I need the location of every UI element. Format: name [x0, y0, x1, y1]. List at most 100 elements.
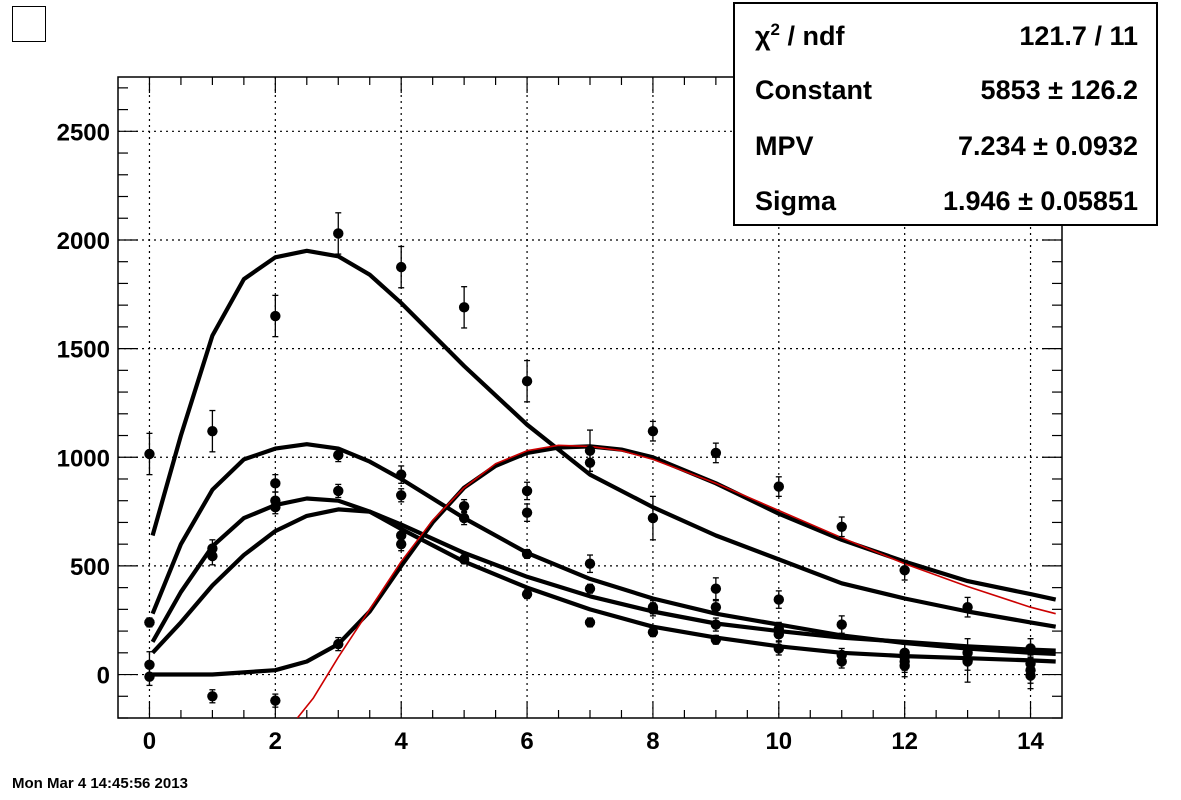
landau-fit-curve: [296, 444, 1056, 718]
stats-row-chi2: χ2 / ndf 121.7 / 11: [755, 16, 1138, 56]
data-point: [521, 481, 533, 501]
data-marker: [710, 601, 722, 613]
data-marker: [773, 629, 784, 640]
data-point: [458, 498, 470, 514]
data-point: [521, 588, 533, 600]
x-tick-label: 0: [143, 728, 156, 755]
data-marker: [144, 617, 155, 628]
stats-value-sigma: 1.946 ± 0.05851: [943, 185, 1138, 216]
data-marker: [458, 500, 470, 512]
data-point: [773, 641, 784, 656]
data-point: [710, 617, 722, 632]
data-marker: [521, 548, 533, 560]
data-marker: [899, 656, 910, 667]
data-point: [773, 476, 784, 498]
data-point: [647, 600, 659, 615]
data-point: [710, 442, 722, 464]
data-marker: [207, 425, 218, 437]
data-point: [584, 453, 596, 473]
stats-value-mpv: 7.234 ± 0.0932: [958, 130, 1138, 161]
model-curve: [150, 496, 1056, 664]
stats-row-sigma: Sigma 1.946 ± 0.05851: [755, 181, 1138, 221]
data-marker: [521, 507, 533, 518]
data-point: [962, 652, 973, 671]
data-point: [270, 693, 281, 708]
data-point: [333, 483, 344, 499]
y-tick-label: 2000: [57, 228, 110, 255]
data-point: [396, 245, 407, 289]
data-marker: [647, 601, 659, 613]
data-marker: [773, 594, 784, 605]
data-point: [207, 409, 218, 453]
model-curve: [151, 507, 1056, 655]
y-tick-label: 0: [97, 663, 110, 690]
data-point: [333, 447, 344, 463]
data-point: [521, 503, 533, 523]
data-marker: [647, 512, 659, 524]
model-curve: [150, 248, 1057, 629]
data-point: [899, 559, 910, 581]
data-marker: [458, 554, 470, 565]
data-point: [396, 488, 407, 503]
data-marker: [207, 691, 218, 702]
x-tick-label: 12: [891, 728, 918, 755]
data-point: [144, 617, 155, 628]
data-marker: [899, 565, 910, 576]
timestamp: Mon Mar 4 14:45:56 2013: [12, 775, 188, 792]
data-marker: [333, 485, 344, 497]
data-marker: [396, 469, 407, 480]
model-curve: [150, 442, 1056, 656]
data-point: [270, 473, 281, 493]
data-point: [899, 649, 910, 674]
data-point: [773, 590, 784, 609]
data-point: [458, 286, 470, 329]
y-tick-label: 2500: [57, 119, 110, 146]
data-marker: [333, 449, 344, 461]
data-marker: [710, 619, 722, 630]
data-marker: [333, 638, 344, 650]
data-point: [396, 465, 407, 484]
fit-stats-box: χ2 / ndf 121.7 / 11 Constant 5853 ± 126.…: [733, 2, 1158, 226]
x-tick-label: 8: [646, 728, 659, 755]
data-point: [207, 546, 218, 566]
data-point: [584, 617, 596, 628]
data-point: [1025, 661, 1036, 690]
data-point: [836, 516, 847, 538]
data-marker: [270, 502, 281, 513]
data-point: [270, 294, 281, 338]
stats-label-mpv: MPV: [755, 130, 814, 161]
data-marker: [207, 550, 218, 562]
data-marker: [396, 490, 407, 501]
y-tick-label: 1500: [57, 337, 110, 364]
fit-curves: [149, 248, 1057, 718]
data-point: [773, 627, 784, 642]
data-marker: [144, 448, 155, 460]
y-tick-label: 500: [70, 554, 110, 581]
data-points: [144, 212, 1036, 708]
y-tick-label: 1000: [57, 445, 110, 472]
stats-label-chi2: χ2 / ndf: [755, 20, 845, 51]
x-tick-label: 14: [1017, 728, 1044, 755]
tick-labels: 0 2 4 6 8 10 12 14 0 500 1000 1500 2000 2500: [57, 119, 1045, 755]
data-marker: [773, 481, 784, 492]
data-point: [458, 554, 470, 565]
data-marker: [1025, 643, 1036, 654]
data-point: [333, 212, 344, 255]
data-marker: [270, 478, 281, 489]
stats-value-constant: 5853 ± 126.2: [980, 74, 1138, 105]
data-marker: [1025, 670, 1036, 681]
data-marker: [584, 457, 596, 468]
data-marker: [836, 521, 847, 532]
data-point: [270, 500, 281, 515]
data-marker: [962, 601, 973, 613]
canvas-toggle-box[interactable]: [12, 6, 46, 42]
data-point: [710, 634, 722, 645]
data-marker: [710, 634, 722, 645]
data-point: [144, 667, 155, 687]
data-marker: [458, 302, 470, 313]
data-marker: [144, 671, 155, 682]
data-marker: [521, 588, 533, 600]
data-marker: [710, 447, 722, 459]
data-point: [836, 654, 847, 669]
